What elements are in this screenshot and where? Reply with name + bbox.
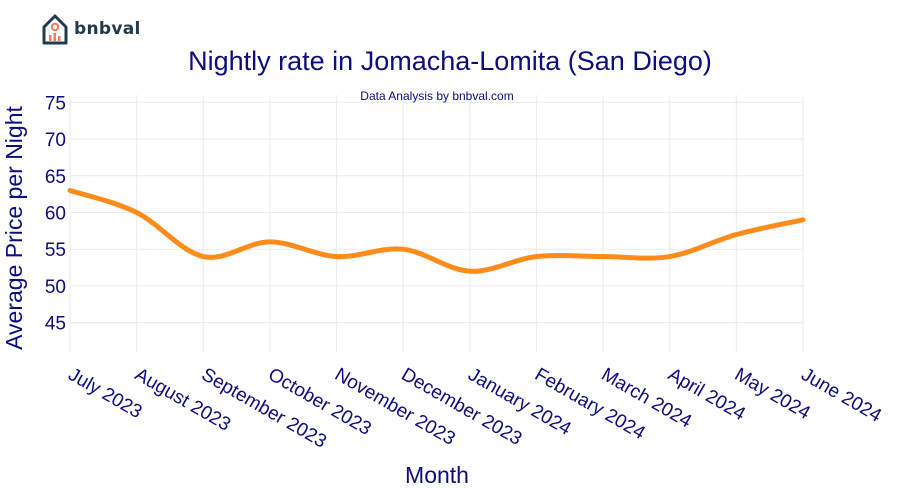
y-tick-label: 60 [45,203,66,224]
y-tick-label: 45 [45,314,66,335]
y-tick-label: 50 [45,277,66,298]
house-chart-icon [42,14,68,45]
y-tick-label: 55 [45,240,66,261]
series-line [67,187,806,274]
y-tick-label: 75 [45,93,66,114]
x-tick-label: February 2024 [531,364,649,444]
y-tick-label: 70 [45,130,66,151]
brand-name: bnbval [74,19,141,39]
y-axis-label: Average Price per Night [1,106,27,350]
chart-subtitle: Data Analysis by bnbval.com [360,89,513,103]
x-axis-label: Month [405,462,469,488]
y-tick-labels: 45 50 55 60 65 70 75 [45,93,66,334]
grid-lines [69,95,804,352]
series-layer [67,187,806,274]
y-tick-label: 65 [45,167,66,188]
brand-logo: bnbval [42,12,141,46]
x-tick-label: July 2023 [65,364,146,423]
chart-title: Nightly rate in Jomacha-Lomita (San Dieg… [188,46,712,76]
x-tick-label: June 2024 [798,364,886,427]
